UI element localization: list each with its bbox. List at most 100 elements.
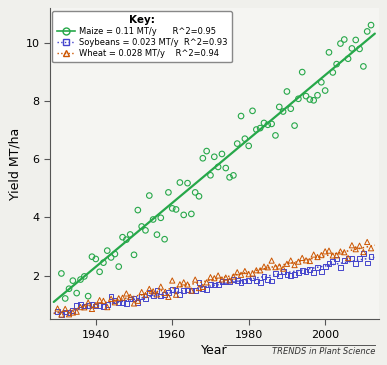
Point [188,211,194,217]
Point [257,280,263,285]
Point [295,96,301,102]
Point [181,287,187,293]
Point [93,303,99,309]
Point [169,205,175,211]
Point [93,302,99,308]
Point [77,301,84,307]
Point [81,273,87,279]
Point [139,223,145,229]
Point [257,268,263,273]
Point [364,239,370,245]
Point [223,274,229,280]
Point [120,234,126,240]
Point [280,269,286,275]
Point [165,289,171,295]
Point [173,207,179,212]
Point [291,272,298,278]
Point [135,300,141,306]
Point [261,264,267,269]
Point [120,295,126,301]
Point [169,287,175,292]
Point [74,309,80,315]
Point [204,286,210,292]
Point [112,299,118,305]
Point [204,280,210,285]
Point [89,306,95,312]
Point [62,296,68,301]
Point [100,260,106,266]
Point [341,249,348,255]
Point [269,278,275,284]
Point [89,302,95,308]
Point [185,180,191,186]
Point [116,264,122,269]
Point [81,304,87,310]
Point [318,269,324,275]
Point [356,243,363,249]
Point [173,287,179,293]
Point [368,254,374,260]
Point [284,261,290,267]
Point [360,64,366,69]
Point [234,277,240,283]
Point [318,79,324,85]
Point [276,104,283,110]
Point [219,279,225,285]
Point [62,309,68,315]
Point [139,294,145,300]
Point [226,277,233,283]
Text: TRENDS in Plant Science: TRENDS in Plant Science [272,347,375,356]
Point [356,256,363,262]
Point [112,297,118,303]
Point [246,278,252,284]
Point [226,278,233,284]
Point [131,252,137,258]
Point [311,97,317,103]
Point [70,310,76,315]
Point [341,36,348,42]
Point [250,275,256,281]
Point [116,300,122,306]
Point [165,189,171,195]
Point [299,255,305,261]
Point [326,248,332,254]
Point [196,193,202,199]
Point [192,189,198,195]
Point [337,41,344,46]
Point [77,304,84,310]
Point [284,271,290,277]
Point [200,285,206,291]
Point [253,127,259,132]
Point [326,260,332,266]
Point [139,289,145,295]
Point [131,295,137,301]
Point [291,262,298,268]
Point [284,89,290,95]
Point [326,49,332,55]
Point [269,258,275,264]
Point [246,143,252,149]
Point [150,288,156,294]
Point [238,272,244,278]
Point [303,257,309,263]
X-axis label: Year: Year [201,344,228,357]
Point [261,120,267,126]
Point [100,298,106,304]
Point [280,109,286,115]
Point [307,266,313,272]
Point [280,266,286,272]
Point [104,301,110,307]
Point [158,284,164,289]
Point [85,293,91,299]
Point [58,312,65,318]
Point [192,277,198,283]
Point [200,155,206,161]
Point [104,248,110,254]
Point [211,154,217,160]
Point [177,292,183,298]
Point [158,293,164,299]
Point [250,108,256,114]
Point [215,164,221,170]
Point [307,258,313,264]
Point [223,165,229,171]
